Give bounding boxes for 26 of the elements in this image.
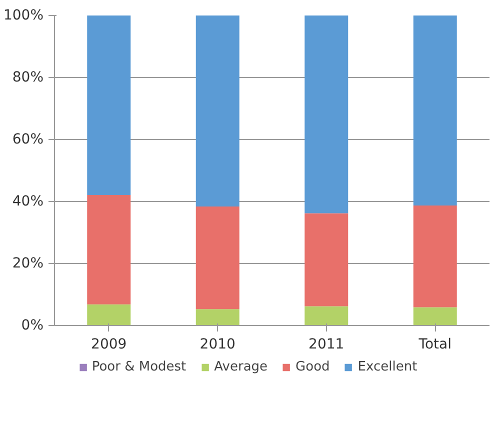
bar — [413, 16, 457, 206]
x-tick-label: 2011 — [308, 336, 344, 352]
legend-label: Good — [296, 360, 330, 374]
bar — [413, 307, 457, 326]
bar — [304, 213, 348, 306]
y-tick-label: 20% — [12, 256, 44, 272]
bar — [87, 16, 131, 195]
y-tick-label: 0% — [21, 318, 44, 334]
x-tick-label: Total — [418, 336, 452, 352]
bar — [413, 206, 457, 308]
legend-label: Excellent — [358, 360, 418, 374]
y-tick-label: 60% — [12, 132, 44, 148]
y-tick-label: 80% — [12, 70, 44, 86]
bar — [196, 206, 240, 310]
bar — [196, 309, 240, 326]
bar — [87, 194, 131, 304]
legend-label: Poor & Modest — [92, 360, 186, 374]
legend-label: Average — [214, 360, 268, 374]
y-tick-label: 40% — [12, 194, 44, 210]
bar — [304, 306, 348, 326]
x-tick-label: 2010 — [200, 336, 236, 352]
bar — [304, 16, 348, 214]
x-tick-label: 2009 — [91, 336, 127, 352]
bar — [196, 16, 240, 206]
bar — [87, 304, 131, 326]
y-tick-label: 100% — [3, 8, 44, 24]
